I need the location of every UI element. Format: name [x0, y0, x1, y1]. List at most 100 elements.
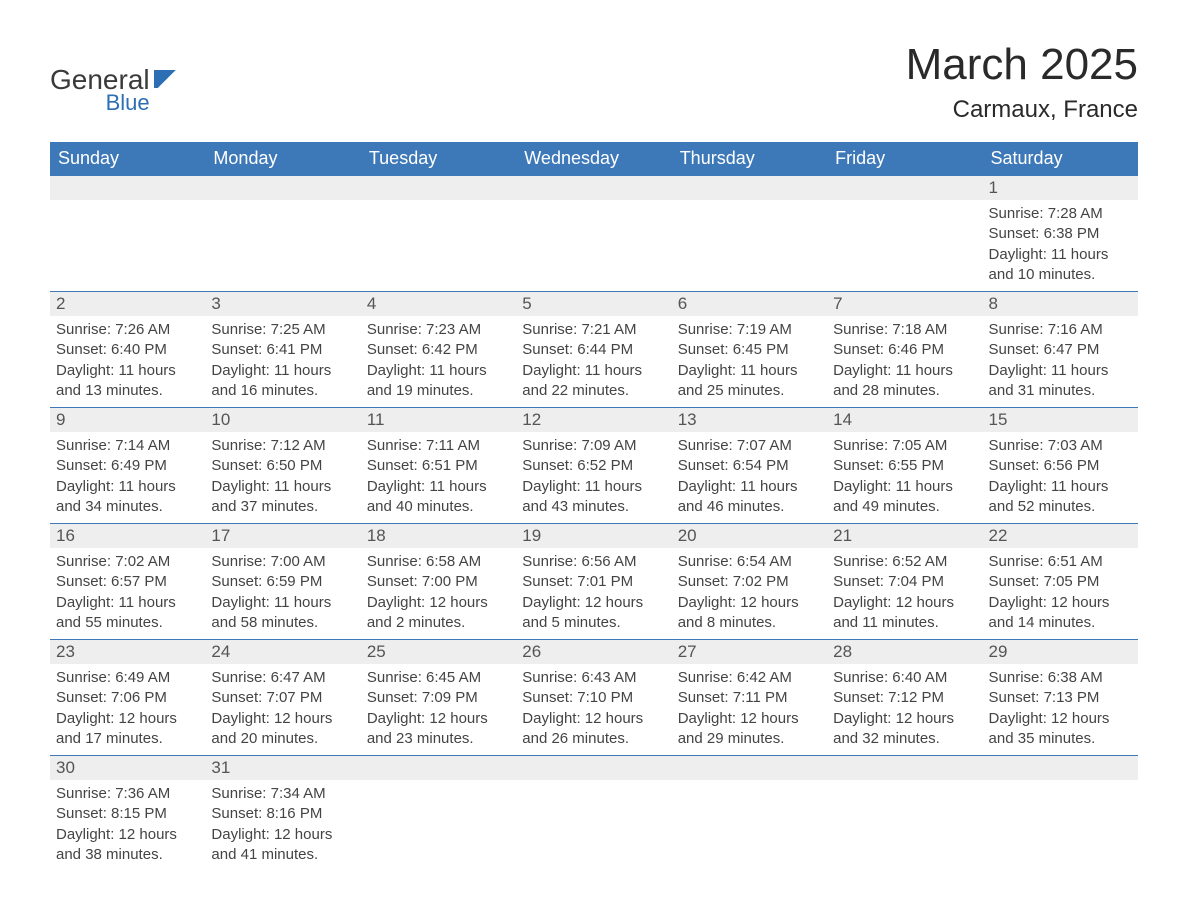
day-number: 2 [50, 292, 205, 316]
daylight-line1: Daylight: 11 hours [56, 361, 199, 381]
day-details: Sunrise: 7:23 AMSunset: 6:42 PMDaylight:… [361, 316, 516, 407]
day-details: Sunrise: 7:16 AMSunset: 6:47 PMDaylight:… [983, 316, 1138, 407]
day-number: 22 [983, 524, 1138, 548]
sunrise-text: Sunrise: 7:03 AM [989, 436, 1132, 456]
day-details: Sunrise: 7:26 AMSunset: 6:40 PMDaylight:… [50, 316, 205, 407]
daylight-line1: Daylight: 12 hours [989, 709, 1132, 729]
day-details: Sunrise: 7:09 AMSunset: 6:52 PMDaylight:… [516, 432, 671, 523]
calendar-day-cell: 12Sunrise: 7:09 AMSunset: 6:52 PMDayligh… [516, 408, 671, 524]
daylight-line1: Daylight: 11 hours [522, 361, 665, 381]
calendar-day-cell: 4Sunrise: 7:23 AMSunset: 6:42 PMDaylight… [361, 292, 516, 408]
daylight-line1: Daylight: 12 hours [56, 825, 199, 845]
daylight-line2: and 41 minutes. [211, 845, 354, 865]
calendar-day-cell: 20Sunrise: 6:54 AMSunset: 7:02 PMDayligh… [672, 524, 827, 640]
day-number: 17 [205, 524, 360, 548]
daylight-line2: and 17 minutes. [56, 729, 199, 749]
daylight-line2: and 14 minutes. [989, 613, 1132, 633]
daylight-line1: Daylight: 11 hours [833, 477, 976, 497]
calendar-day-cell: 26Sunrise: 6:43 AMSunset: 7:10 PMDayligh… [516, 640, 671, 756]
day-number: 10 [205, 408, 360, 432]
sunrise-text: Sunrise: 7:19 AM [678, 320, 821, 340]
daylight-line1: Daylight: 11 hours [833, 361, 976, 381]
daylight-line2: and 34 minutes. [56, 497, 199, 517]
calendar-week-row: 16Sunrise: 7:02 AMSunset: 6:57 PMDayligh… [50, 524, 1138, 640]
sunset-text: Sunset: 6:45 PM [678, 340, 821, 360]
day-number: 7 [827, 292, 982, 316]
sunset-text: Sunset: 6:42 PM [367, 340, 510, 360]
day-number: 5 [516, 292, 671, 316]
day-details: Sunrise: 7:18 AMSunset: 6:46 PMDaylight:… [827, 316, 982, 407]
day-number: 23 [50, 640, 205, 664]
empty-day-bar [516, 756, 671, 780]
sunset-text: Sunset: 7:00 PM [367, 572, 510, 592]
day-details: Sunrise: 6:51 AMSunset: 7:05 PMDaylight:… [983, 548, 1138, 639]
calendar-day-cell: 10Sunrise: 7:12 AMSunset: 6:50 PMDayligh… [205, 408, 360, 524]
empty-day-bar [516, 176, 671, 200]
calendar-day-cell: 5Sunrise: 7:21 AMSunset: 6:44 PMDaylight… [516, 292, 671, 408]
day-details: Sunrise: 7:21 AMSunset: 6:44 PMDaylight:… [516, 316, 671, 407]
sunrise-text: Sunrise: 7:25 AM [211, 320, 354, 340]
sunset-text: Sunset: 6:40 PM [56, 340, 199, 360]
daylight-line2: and 20 minutes. [211, 729, 354, 749]
sunset-text: Sunset: 7:01 PM [522, 572, 665, 592]
daylight-line2: and 58 minutes. [211, 613, 354, 633]
empty-day-bar [205, 176, 360, 200]
sunset-text: Sunset: 7:02 PM [678, 572, 821, 592]
sunset-text: Sunset: 6:38 PM [989, 224, 1132, 244]
day-number: 25 [361, 640, 516, 664]
daylight-line2: and 52 minutes. [989, 497, 1132, 517]
calendar-day-cell [516, 176, 671, 292]
calendar-day-cell: 28Sunrise: 6:40 AMSunset: 7:12 PMDayligh… [827, 640, 982, 756]
day-details: Sunrise: 6:40 AMSunset: 7:12 PMDaylight:… [827, 664, 982, 755]
daylight-line2: and 8 minutes. [678, 613, 821, 633]
empty-day-bar [672, 756, 827, 780]
sunset-text: Sunset: 7:13 PM [989, 688, 1132, 708]
calendar-day-cell: 1Sunrise: 7:28 AMSunset: 6:38 PMDaylight… [983, 176, 1138, 292]
calendar-week-row: 30Sunrise: 7:36 AMSunset: 8:15 PMDayligh… [50, 756, 1138, 872]
sunrise-text: Sunrise: 6:42 AM [678, 668, 821, 688]
day-number: 30 [50, 756, 205, 780]
daylight-line2: and 28 minutes. [833, 381, 976, 401]
calendar-day-cell [672, 756, 827, 872]
daylight-line1: Daylight: 12 hours [989, 593, 1132, 613]
calendar-week-row: 23Sunrise: 6:49 AMSunset: 7:06 PMDayligh… [50, 640, 1138, 756]
day-number: 31 [205, 756, 360, 780]
calendar-header-cell: Monday [205, 142, 360, 176]
daylight-line2: and 25 minutes. [678, 381, 821, 401]
empty-day-bar [672, 176, 827, 200]
day-details: Sunrise: 6:49 AMSunset: 7:06 PMDaylight:… [50, 664, 205, 755]
calendar-day-cell: 14Sunrise: 7:05 AMSunset: 6:55 PMDayligh… [827, 408, 982, 524]
daylight-line2: and 5 minutes. [522, 613, 665, 633]
sunset-text: Sunset: 6:49 PM [56, 456, 199, 476]
sunrise-text: Sunrise: 7:23 AM [367, 320, 510, 340]
daylight-line1: Daylight: 11 hours [367, 361, 510, 381]
day-details: Sunrise: 7:25 AMSunset: 6:41 PMDaylight:… [205, 316, 360, 407]
day-number: 3 [205, 292, 360, 316]
day-number: 12 [516, 408, 671, 432]
daylight-line2: and 35 minutes. [989, 729, 1132, 749]
sunset-text: Sunset: 7:10 PM [522, 688, 665, 708]
daylight-line2: and 31 minutes. [989, 381, 1132, 401]
daylight-line2: and 11 minutes. [833, 613, 976, 633]
calendar-header-cell: Tuesday [361, 142, 516, 176]
day-details: Sunrise: 7:05 AMSunset: 6:55 PMDaylight:… [827, 432, 982, 523]
month-title: March 2025 [906, 40, 1138, 90]
calendar-week-row: 2Sunrise: 7:26 AMSunset: 6:40 PMDaylight… [50, 292, 1138, 408]
daylight-line1: Daylight: 12 hours [678, 709, 821, 729]
day-details: Sunrise: 7:34 AMSunset: 8:16 PMDaylight:… [205, 780, 360, 871]
day-number: 1 [983, 176, 1138, 200]
calendar-day-cell [516, 756, 671, 872]
sunrise-text: Sunrise: 7:26 AM [56, 320, 199, 340]
day-number: 21 [827, 524, 982, 548]
sunrise-text: Sunrise: 7:07 AM [678, 436, 821, 456]
sunset-text: Sunset: 6:55 PM [833, 456, 976, 476]
sunset-text: Sunset: 8:16 PM [211, 804, 354, 824]
day-details: Sunrise: 7:03 AMSunset: 6:56 PMDaylight:… [983, 432, 1138, 523]
daylight-line2: and 22 minutes. [522, 381, 665, 401]
daylight-line1: Daylight: 11 hours [678, 477, 821, 497]
calendar-day-cell: 23Sunrise: 6:49 AMSunset: 7:06 PMDayligh… [50, 640, 205, 756]
sunrise-text: Sunrise: 6:49 AM [56, 668, 199, 688]
calendar-week-row: 9Sunrise: 7:14 AMSunset: 6:49 PMDaylight… [50, 408, 1138, 524]
calendar-day-cell: 18Sunrise: 6:58 AMSunset: 7:00 PMDayligh… [361, 524, 516, 640]
top-area: General Blue March 2025 Carmaux, France [50, 40, 1138, 124]
